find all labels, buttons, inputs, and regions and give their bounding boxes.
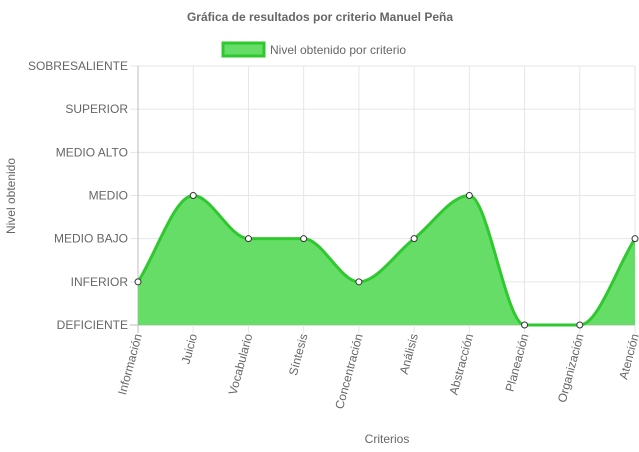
data-point <box>355 278 363 286</box>
data-point <box>465 192 473 199</box>
x-tick-label: Abstracción <box>446 332 476 396</box>
data-point <box>300 235 308 243</box>
y-tick-label: MEDIO BAJO <box>54 232 128 246</box>
data-point <box>631 235 639 243</box>
x-tick-label: Concentración <box>332 332 366 410</box>
x-tick-label: Planeación <box>503 332 532 393</box>
x-tick-label: Análisis <box>397 332 421 376</box>
y-tick-label: MEDIO <box>89 189 128 203</box>
series-area-fill <box>138 195 635 325</box>
x-axis-ticks: Información Juicio Vocabulario Síntesis Conc… <box>115 332 639 411</box>
y-axis-ticks: DEFICIENTE INFERIOR MEDIO BAJO MEDIO MEDIO A… <box>28 59 128 332</box>
data-points <box>134 192 639 329</box>
data-point <box>134 278 142 286</box>
x-tick-label: Juicio <box>179 332 201 366</box>
x-tick-label: Síntesis <box>286 332 311 377</box>
y-tick-label: SUPERIOR <box>65 102 128 116</box>
y-tick-label: SOBRESALIENTE <box>28 59 128 73</box>
legend-label: Nivel obtenido por criterio <box>270 43 406 57</box>
series-area <box>136 193 637 327</box>
y-tick-label: DEFICIENTE <box>57 318 128 332</box>
chart-title: Gráfica de resultados por criterio Manue… <box>187 10 453 24</box>
x-tick-label: Atención <box>616 332 639 381</box>
x-tick-label: Información <box>115 332 145 396</box>
data-point <box>189 192 197 199</box>
series-line <box>136 193 637 327</box>
data-point <box>576 321 584 329</box>
y-axis-label: Nivel obtenido <box>4 158 18 234</box>
data-point <box>521 321 529 329</box>
data-point <box>244 235 252 243</box>
y-tick-label: INFERIOR <box>71 275 129 289</box>
x-tick-label: Vocabulario <box>226 332 256 397</box>
legend[interactable]: Nivel obtenido por criterio <box>221 41 406 58</box>
legend-swatch <box>221 41 266 58</box>
x-axis-label: Criterios <box>365 432 410 446</box>
x-tick-label: Organización <box>555 332 587 404</box>
y-tick-label: MEDIO ALTO <box>56 145 128 159</box>
data-point <box>410 235 418 243</box>
